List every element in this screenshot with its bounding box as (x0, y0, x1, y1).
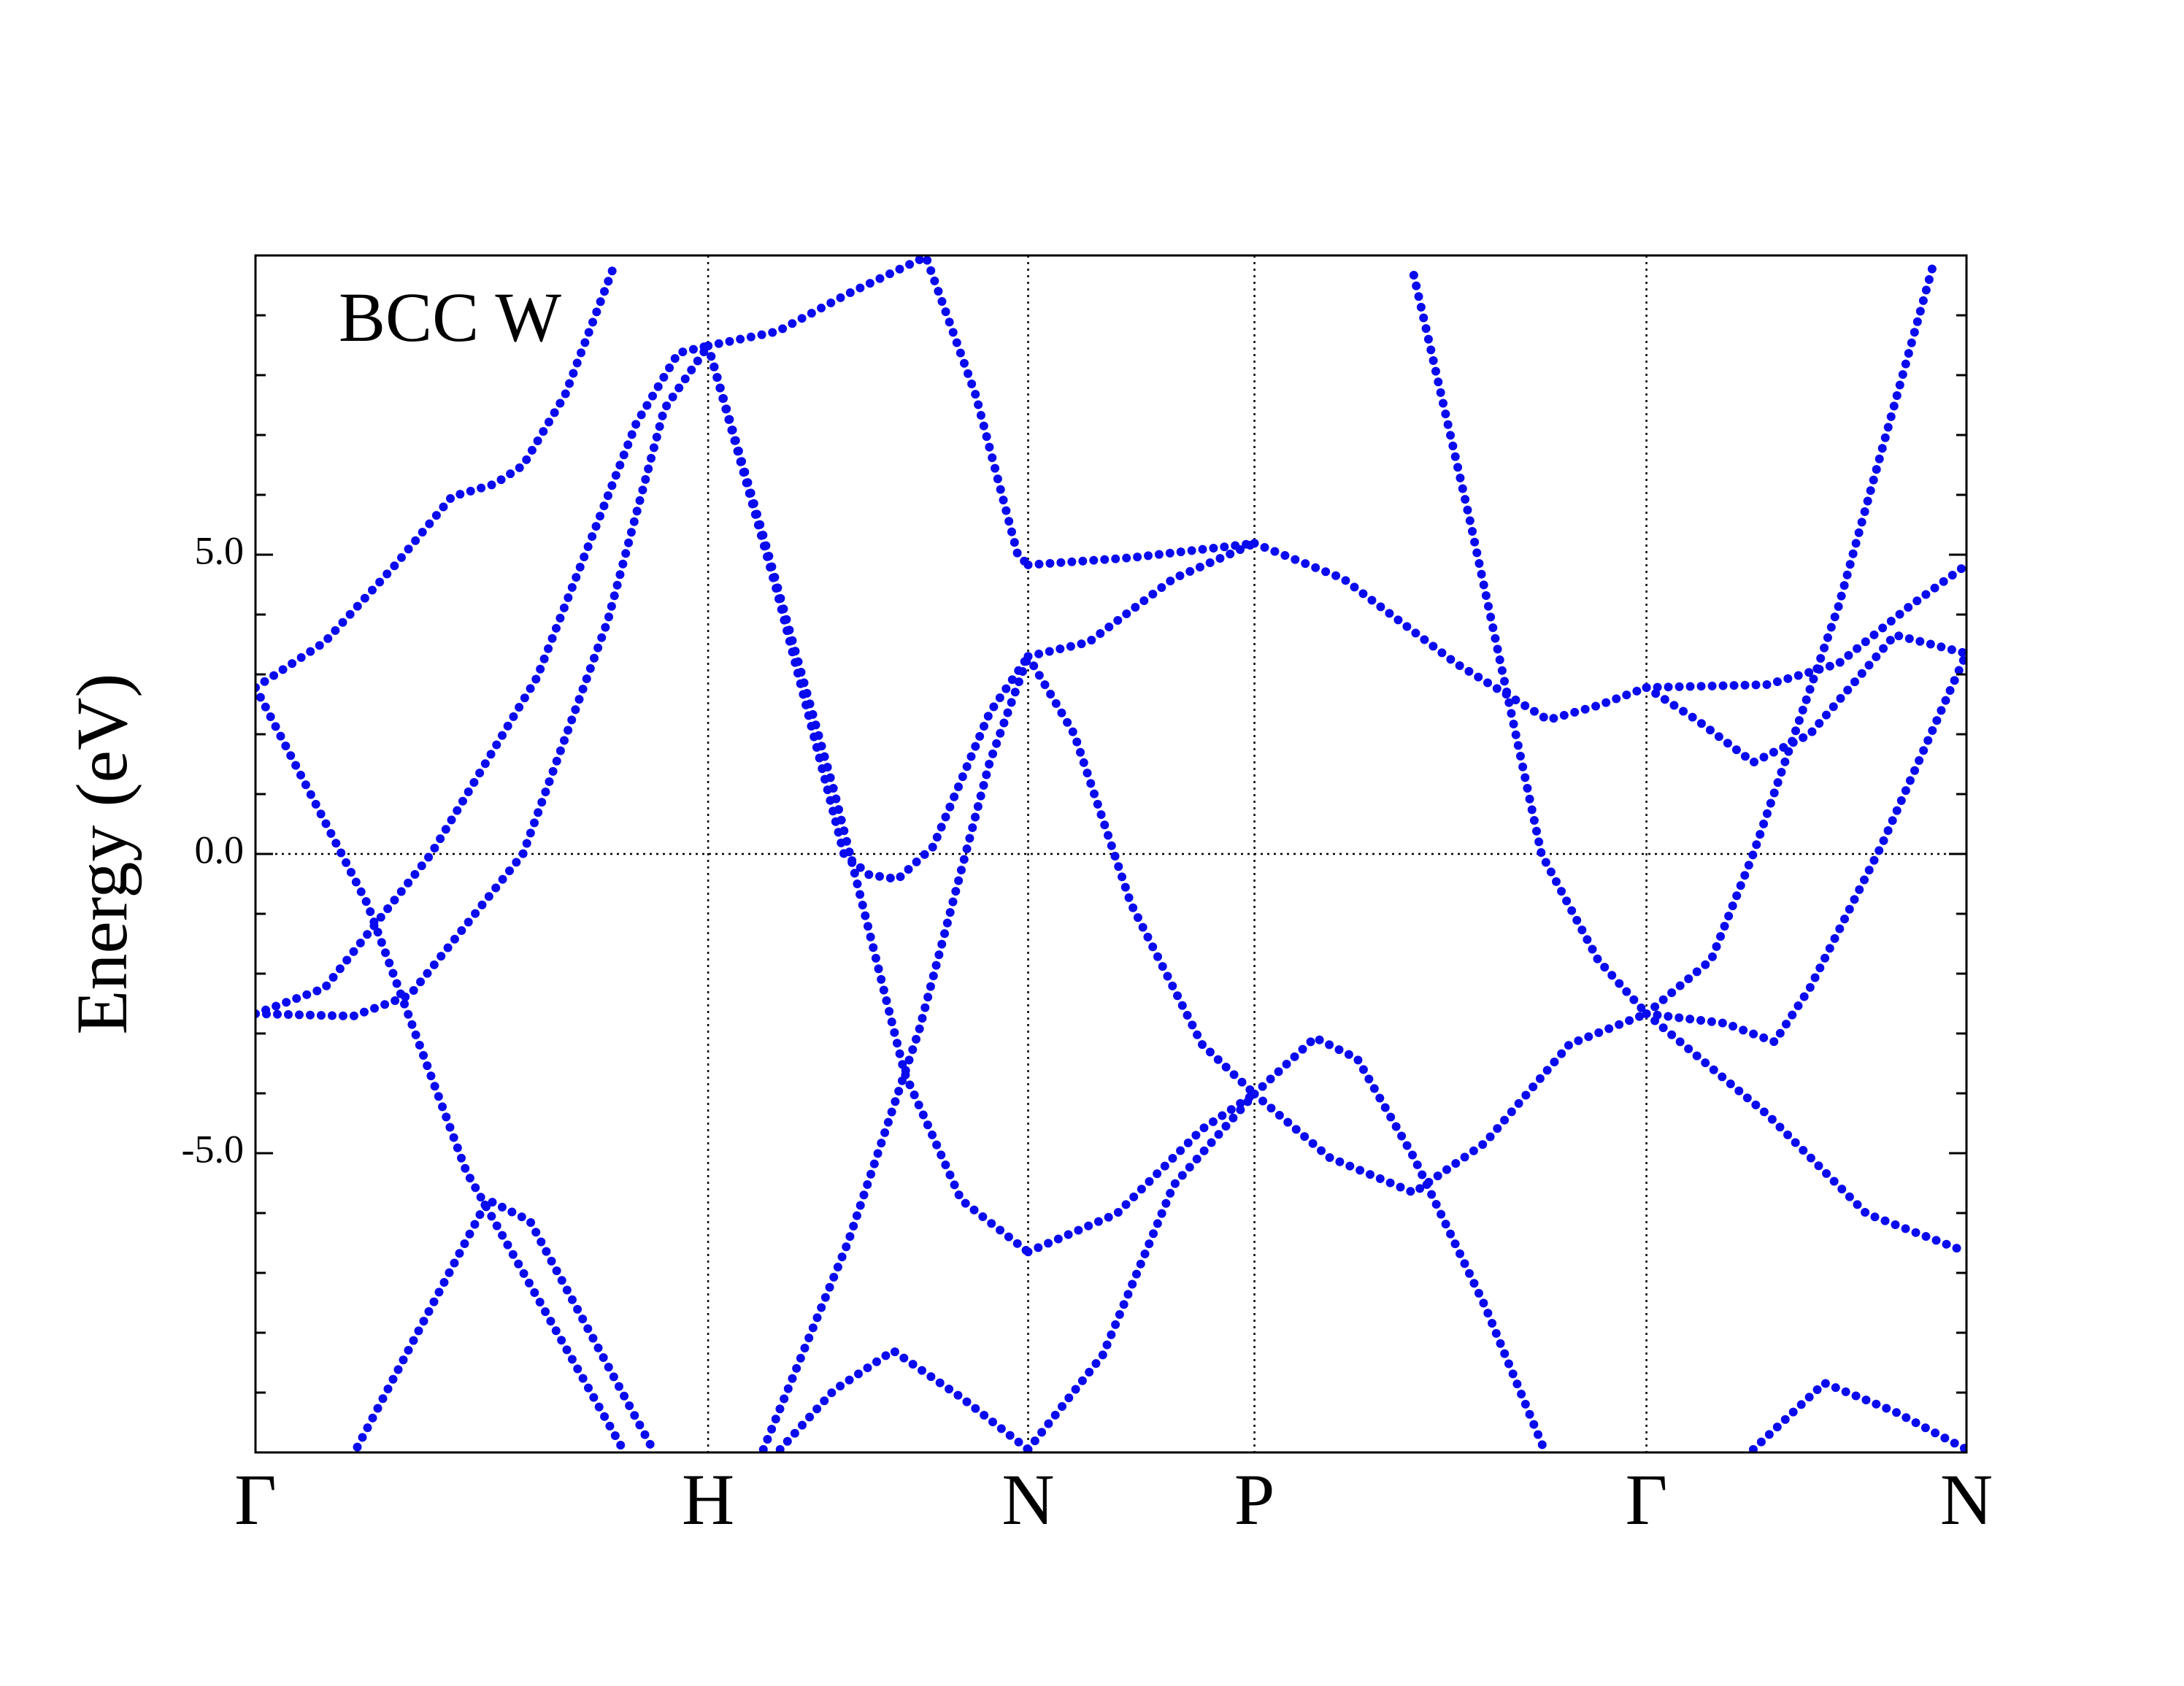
band (1642, 560, 1966, 693)
x-tick-label: Γ (1626, 1459, 1668, 1540)
band (255, 259, 620, 693)
y-tick-label: 5.0 (195, 528, 245, 572)
band (1642, 256, 1939, 1018)
y-tick-label: 0.0 (195, 828, 245, 871)
band (1023, 1089, 1259, 1257)
y-axis-label: Energy (eV) (61, 673, 142, 1034)
band (1250, 539, 1651, 725)
x-tick-label: N (1940, 1459, 1993, 1540)
band (1642, 630, 1966, 767)
x-tick-label: P (1234, 1459, 1275, 1540)
band (1642, 1009, 1966, 1257)
band (1409, 271, 1651, 1018)
band (1748, 1378, 1966, 1452)
band (1642, 649, 1966, 1047)
axes: Γ H N P Γ N -5.0 0.0 5.0 (182, 314, 1993, 1540)
band (775, 1346, 1033, 1452)
band (1250, 1033, 1549, 1452)
x-tick-label: H (682, 1459, 734, 1540)
annotation: BCC W (339, 278, 561, 356)
band (704, 255, 1033, 569)
x-tick-label: Γ (234, 1459, 277, 1540)
x-tick-label: N (1001, 1459, 1054, 1540)
band (255, 341, 713, 1021)
band (353, 1195, 658, 1452)
band (1023, 652, 1259, 1098)
y-tick-label: -5.0 (182, 1127, 244, 1171)
bands (255, 255, 1966, 1452)
band (1023, 539, 1259, 569)
band (1250, 1009, 1651, 1198)
band (704, 341, 1033, 884)
band (255, 683, 626, 1452)
band (255, 341, 713, 1018)
band (1023, 539, 1259, 661)
band (704, 341, 1033, 1257)
band (758, 652, 1033, 1452)
band (1023, 1089, 1259, 1452)
